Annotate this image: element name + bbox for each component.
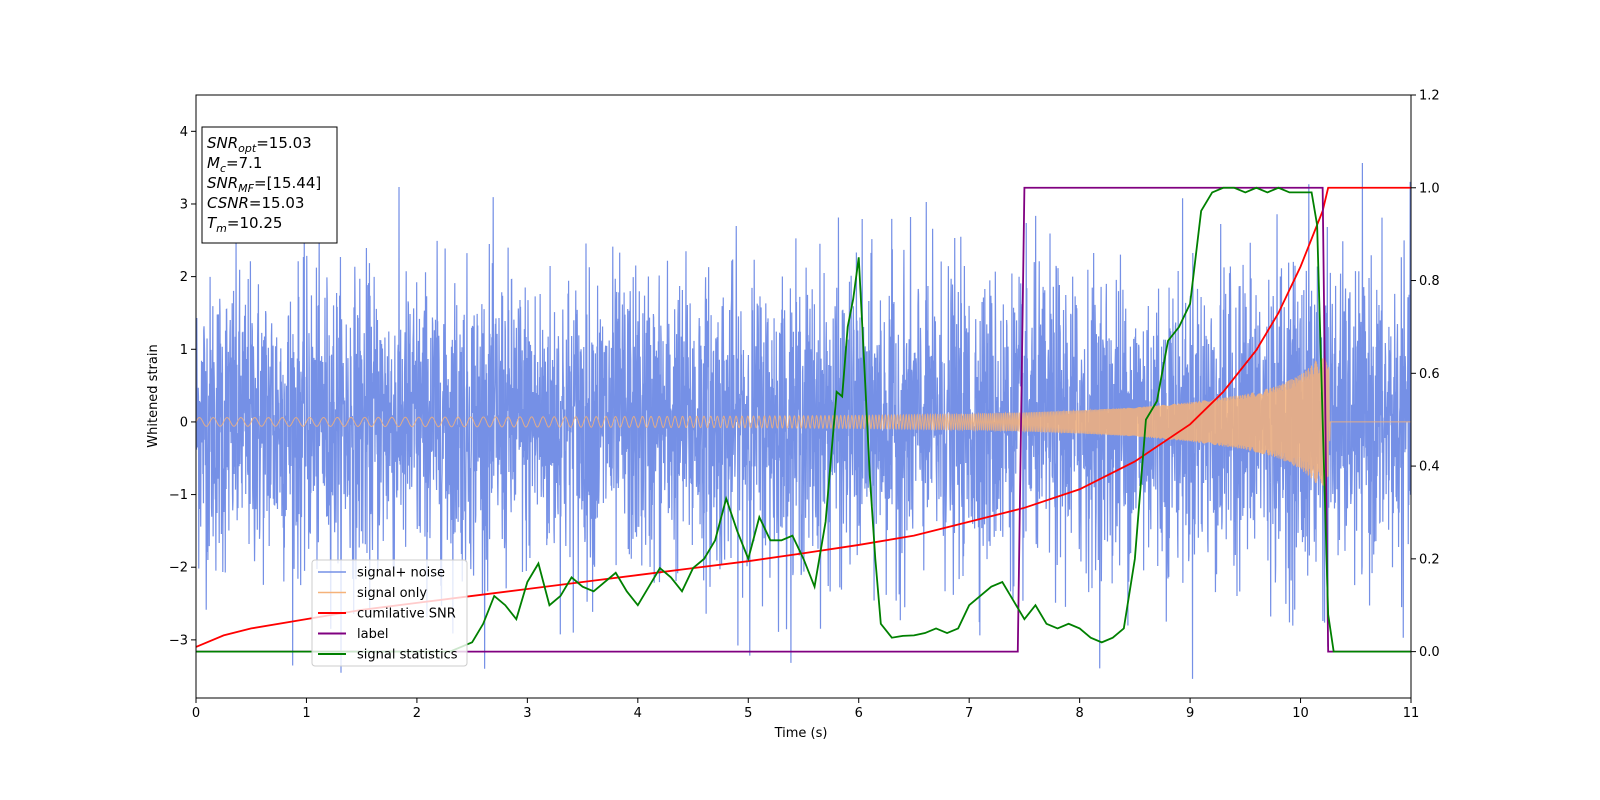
x-tick-label: 1 [302,706,310,721]
info-line: Tm=10.25 [207,214,282,235]
x-tick-label: 6 [855,706,863,721]
legend-entry: cumilative SNR [357,607,456,622]
y2-tick-label: 0.6 [1419,367,1440,382]
y-tick-label: 1 [180,343,188,358]
x-tick-label: 3 [523,706,531,721]
y2-tick-label: 1.0 [1419,181,1440,196]
x-tick-label: 0 [192,706,200,721]
y2-tick-label: 0.0 [1419,645,1440,660]
y-axis-label: Whitened strain [146,344,161,447]
legend-entry: signal statistics [357,648,458,663]
series-signal-noise [196,163,1411,679]
axes: 0 1 2 3 4 5 6 7 8 9 10 11 −3 −2 −1 0 1 2 3 4 0.0 0.2 0.4 0.6 0.8… [169,89,1440,722]
y2-tick-label: 0.8 [1419,274,1440,289]
x-tick-label: 9 [1186,706,1194,721]
x-tick-label: 4 [634,706,642,721]
y-tick-label: −2 [169,561,188,576]
plot-frame [195,94,1412,699]
y2-tick-label: 0.2 [1419,552,1440,567]
series-signal-only [196,357,1411,486]
info-line: SNRMF=[15.44] [207,174,321,195]
x-tick-label: 7 [965,706,973,721]
info-box-frame [201,126,338,244]
x-tick-label: 5 [744,706,752,721]
legend-frame [311,559,468,667]
y-tick-label: −1 [169,488,188,503]
y-tick-label: 3 [180,197,188,212]
legend-entry: signal only [357,586,427,601]
legend: signal+ noise signal only cumilative SNR la… [311,559,468,667]
y-tick-label: −3 [169,633,188,648]
y-tick-label: 0 [180,415,188,430]
y-tick-label: 4 [180,125,188,140]
x-tick-label: 2 [413,706,421,721]
y-tick-label: 2 [180,270,188,285]
x-tick-label: 11 [1403,706,1420,721]
legend-entry: signal+ noise [357,566,445,581]
info-line: SNRopt=15.03 [207,134,312,155]
info-line: Mc=7.1 [207,154,262,175]
series-signal-statistics [196,186,1411,653]
y2-tick-label: 1.2 [1419,89,1440,104]
info-line: CSNR=15.03 [207,194,304,212]
x-axis-label: Time (s) [774,726,828,741]
legend-entry: label [357,627,388,642]
info-box: SNRopt=15.03Mc=7.1SNRMF=[15.44]CSNR=15.0… [201,126,338,244]
x-tick-label: 8 [1075,706,1083,721]
x-tick-label: 10 [1292,706,1309,721]
y2-tick-label: 0.4 [1419,460,1440,475]
